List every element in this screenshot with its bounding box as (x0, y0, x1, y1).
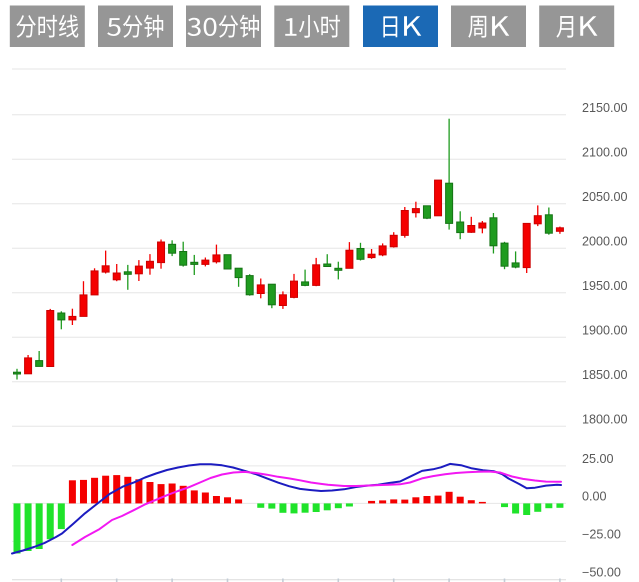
svg-text:1900.00: 1900.00 (582, 323, 628, 337)
svg-text:1800.00: 1800.00 (582, 412, 628, 426)
svg-text:2050.00: 2050.00 (582, 190, 628, 204)
svg-text:1850.00: 1850.00 (582, 368, 628, 382)
svg-text:2100.00: 2100.00 (582, 145, 628, 159)
svg-text:−25.00: −25.00 (582, 527, 621, 541)
svg-text:2150.00: 2150.00 (582, 101, 628, 115)
svg-text:1950.00: 1950.00 (582, 279, 628, 293)
svg-text:0.00: 0.00 (582, 489, 607, 503)
svg-text:25.00: 25.00 (582, 452, 614, 466)
svg-text:−50.00: −50.00 (582, 566, 621, 580)
svg-text:2000.00: 2000.00 (582, 234, 628, 248)
